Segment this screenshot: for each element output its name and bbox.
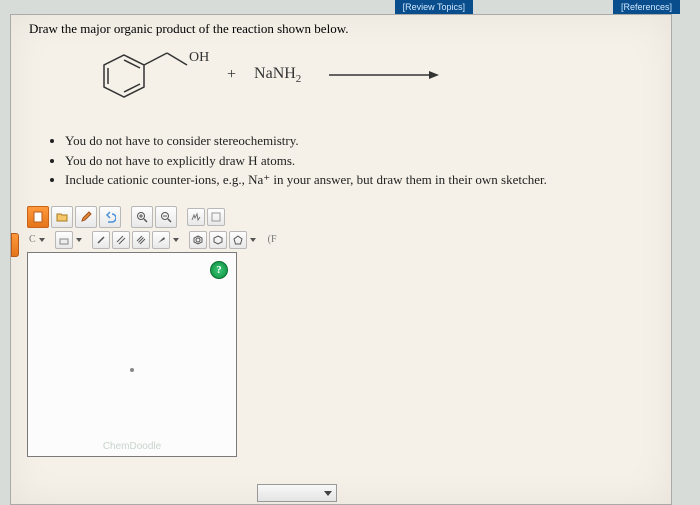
question-prompt: Draw the major organic product of the re… [29, 21, 653, 37]
references-tab[interactable]: [References] [613, 0, 680, 14]
chemdoodle-watermark: ChemDoodle [103, 441, 161, 452]
tool-bond-double[interactable] [112, 231, 130, 249]
svg-text:OH: OH [189, 50, 209, 65]
tool-zoom-in[interactable] [131, 206, 153, 228]
reaction-arrow [329, 65, 439, 85]
tool-ring-pent[interactable] [229, 231, 247, 249]
instruction-item: You do not have to consider stereochemis… [65, 131, 653, 151]
eraser-icon [59, 235, 69, 245]
wedge-icon [156, 235, 166, 245]
question-page: Draw the major organic product of the re… [10, 14, 672, 505]
undo-icon [104, 211, 116, 223]
reagent: NaNH2 [254, 65, 301, 85]
tool-zoom-out[interactable] [155, 206, 177, 228]
toolbar-row-1 [27, 206, 653, 228]
side-pull-tab[interactable] [11, 233, 19, 257]
pencil-icon [80, 211, 92, 223]
tool-bond-triple[interactable] [132, 231, 150, 249]
tool-spectra[interactable] [187, 208, 205, 226]
instruction-item: Include cationic counter-ions, e.g., Na⁺… [65, 170, 653, 190]
chevron-down-icon [324, 491, 332, 496]
single-bond-icon [96, 235, 106, 245]
tool-open[interactable] [51, 206, 73, 228]
tool-bond-single[interactable] [92, 231, 110, 249]
misc-icon [211, 212, 221, 222]
tool-ring-benzene[interactable] [189, 231, 207, 249]
benzyl-alcohol-structure: OH [99, 45, 209, 105]
toolbar-row-2: C (F [27, 231, 653, 249]
zoom-in-icon [136, 211, 148, 223]
hexagon-icon [213, 235, 223, 245]
drawing-canvas[interactable]: ? ChemDoodle [27, 252, 237, 457]
tool-undo[interactable] [99, 206, 121, 228]
folder-icon [56, 211, 68, 223]
tool-misc[interactable] [207, 208, 225, 226]
review-topics-tab[interactable]: [Review Topics] [395, 0, 473, 14]
erase-dropdown-caret[interactable] [76, 238, 82, 242]
zoom-out-icon [160, 211, 172, 223]
tool-edit[interactable] [75, 206, 97, 228]
new-icon [32, 211, 44, 223]
answer-dropdown[interactable] [257, 484, 337, 502]
double-bond-icon [116, 235, 126, 245]
ip-label: (F [268, 234, 277, 245]
spectra-icon [191, 212, 201, 222]
tool-ring-hex[interactable] [209, 231, 227, 249]
plus-sign: + [227, 66, 236, 84]
element-dropdown-caret[interactable] [39, 238, 45, 242]
triple-bond-icon [136, 235, 146, 245]
reaction-scheme: OH + NaNH2 [99, 45, 653, 105]
instructions-list: You do not have to consider stereochemis… [55, 131, 653, 190]
pentagon-icon [233, 235, 243, 245]
instruction-item: You do not have to explicitly draw H ato… [65, 151, 653, 171]
tool-erase[interactable] [55, 231, 73, 249]
tool-bond-wedge[interactable] [152, 231, 170, 249]
ring-dropdown-caret[interactable] [250, 238, 256, 242]
bond-dropdown-caret[interactable] [173, 238, 179, 242]
tool-new[interactable] [27, 206, 49, 228]
sketcher: C (F ? ChemDoodle [25, 206, 653, 457]
canvas-start-atom[interactable] [130, 368, 134, 372]
benzene-icon [193, 235, 203, 245]
help-button[interactable]: ? [210, 261, 228, 279]
element-label: C [29, 234, 36, 245]
